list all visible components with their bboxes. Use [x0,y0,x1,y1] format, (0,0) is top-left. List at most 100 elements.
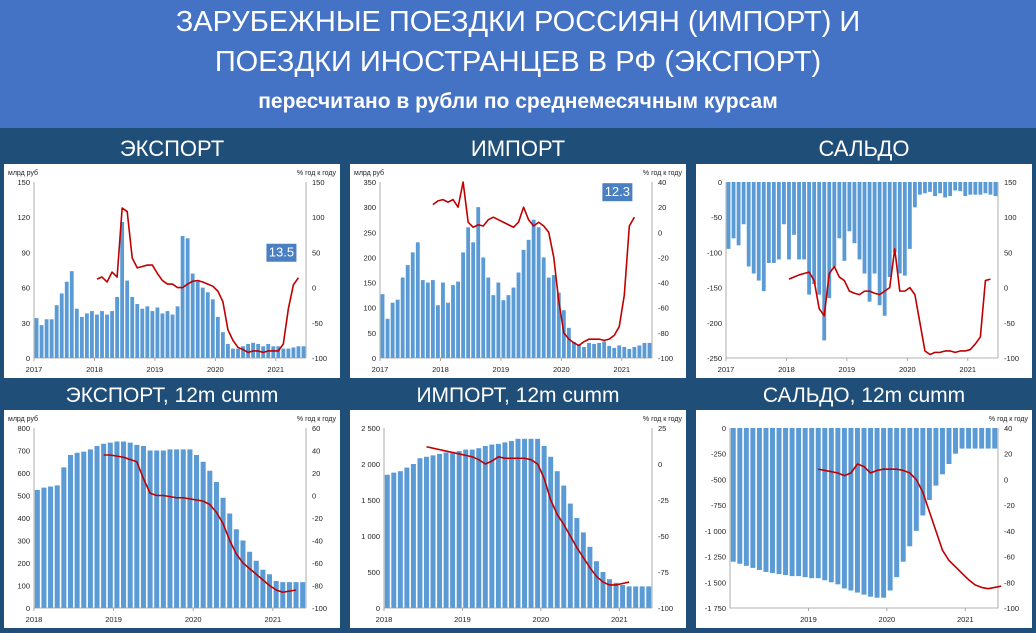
bar [541,257,546,358]
left-tick-label: 2 500 [361,424,380,433]
bar [958,182,963,192]
right-axis-unit-label: % год к году [297,170,337,177]
x-tick-label: 2017 [26,365,43,374]
bar [59,293,64,358]
bar [574,518,580,608]
bar [95,314,99,358]
right-tick-label: -40 [312,537,323,546]
bar [391,472,397,608]
right-axis-unit-label: % год к году [297,416,337,423]
bar [495,443,501,608]
bar [647,342,652,358]
right-tick-label: 0 [312,492,316,501]
bar [425,282,430,358]
bar [792,182,796,235]
left-tick-label: 0 [722,424,726,433]
bar [861,428,867,595]
bar [632,346,637,358]
right-tick-label: -20 [658,253,669,262]
right-tick-label: 100 [312,213,325,222]
bar [390,302,395,358]
left-tick-label: -1 250 [705,553,726,562]
chart-import-cumm: % год к году 0 500 1 000 1 500 2 000 2 500 -100… [361,416,682,624]
bar [286,348,291,358]
bar [797,182,801,260]
bar [933,182,937,197]
right-tick-label: -50 [1004,319,1015,328]
bar [506,295,511,358]
bar [107,442,113,609]
bar [522,438,528,608]
chart-panel-import-cumm: % год к году 0 500 1 000 1 500 2 000 2 500 -100… [350,410,686,628]
bar [160,450,166,608]
x-tick-label: 2019 [839,365,856,374]
bar [953,428,958,454]
right-tick-label: -100 [312,604,327,613]
bar [726,182,731,249]
right-tick-label: -75 [658,568,669,577]
bar [796,428,802,577]
bar [972,428,978,449]
bar [441,282,445,358]
x-tick-label: 2020 [899,365,916,374]
left-tick-label: -200 [707,319,722,328]
bar [397,471,403,608]
bar [787,182,791,260]
bar [948,182,953,197]
bar [923,182,927,194]
bar [489,444,495,608]
bar [482,446,488,608]
bar [253,560,259,608]
bar [817,182,822,295]
bar [920,428,926,516]
bar [620,584,626,608]
chart-balance-cumm: % год к году -1 750 -1 500 -1 250 -1 000 -750… [705,416,1029,624]
main-title-line1: ЗАРУБЕЖНЫЕ ПОЕЗДКИ РОССИЯН (ИМПОРТ) И [175,6,861,38]
main-title-line2: ПОЕЗДКИ ИНОСТРАНЦЕВ В РФ (ЭКСПОРТ) [214,46,822,78]
bar [174,449,180,609]
bar [907,428,913,547]
right-tick-label: 0 [658,460,662,469]
bar [802,182,806,260]
panel-header-import-cumm: ИМПОРТ, 12m cumm [346,383,690,409]
left-tick-label: 250 [363,228,376,237]
bar [207,470,213,608]
bar [41,487,47,608]
bar [195,281,200,358]
bar [536,227,541,358]
bar [147,450,153,608]
bar [837,182,842,239]
bar [410,464,416,608]
bar [822,428,828,581]
annotation-label: 13.5 [269,245,294,260]
bar [541,446,547,608]
right-axis-unit-label: % год к году [643,170,683,177]
bar [763,428,769,572]
x-tick-label: 2019 [105,615,122,624]
left-tick-label: -1 750 [705,604,726,613]
right-tick-label: 0 [1004,284,1008,293]
annotation-box [266,243,297,262]
bar [531,219,536,358]
bar [404,467,410,608]
right-tick-label: -100 [658,604,673,613]
left-tick-label: 2 000 [361,460,380,469]
bar [966,428,972,449]
right-tick-label: 100 [1004,213,1017,222]
bar [121,441,127,608]
bar [34,489,40,609]
bar [280,582,286,609]
bar [150,311,155,358]
right-tick-label: -80 [1004,578,1015,587]
bar [105,314,109,358]
bar [154,450,160,608]
bar [180,235,185,358]
bar [939,428,945,475]
bar [515,438,521,608]
bar [973,182,978,195]
bar [526,239,531,358]
bar [592,343,596,358]
bar [233,529,239,608]
bar [872,182,877,274]
bar [140,446,146,608]
